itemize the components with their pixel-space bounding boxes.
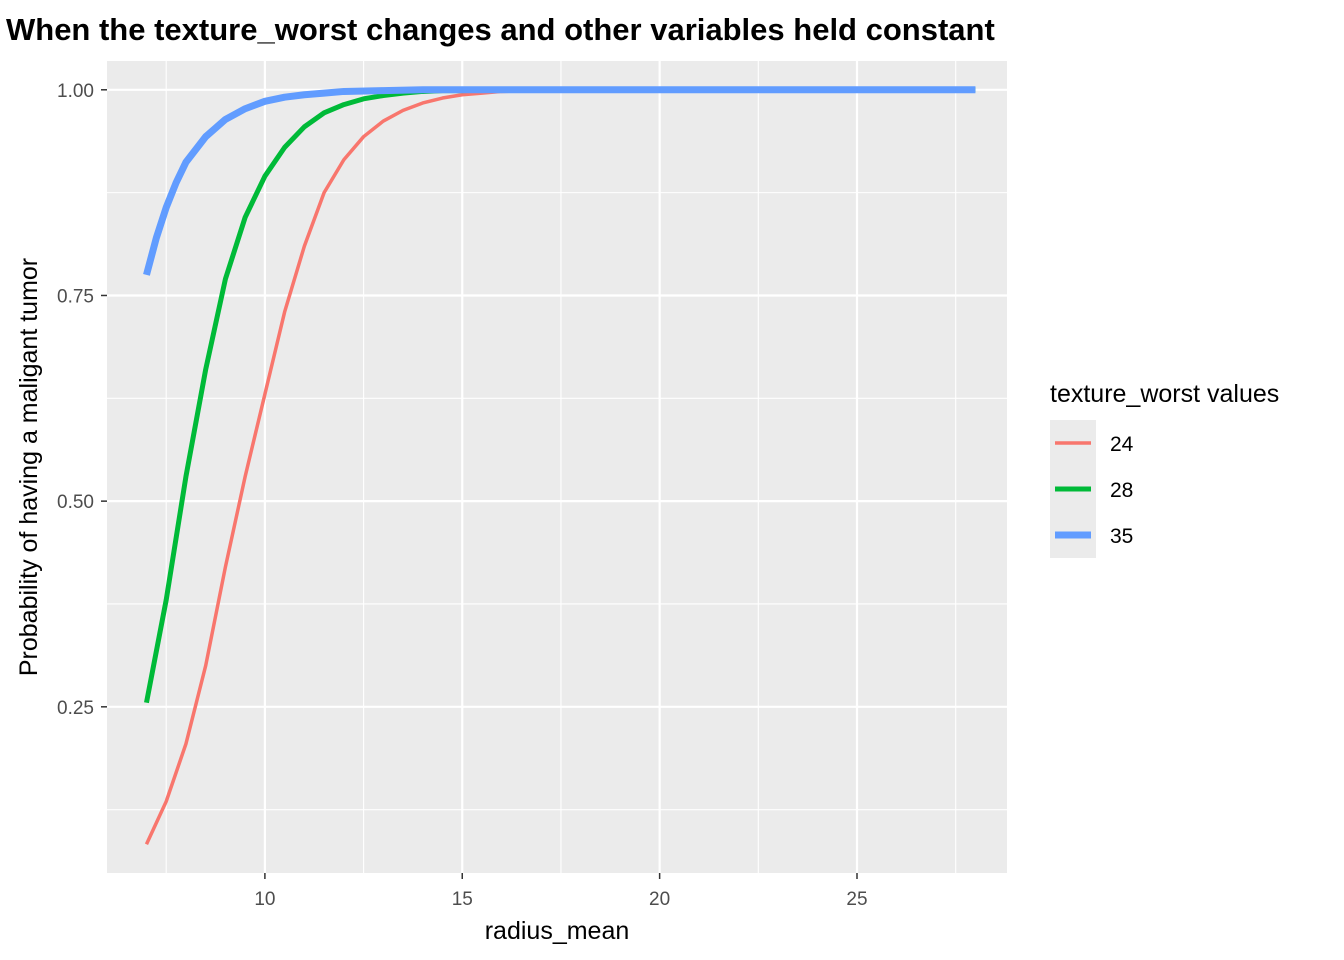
legend-label-35: 35 bbox=[1110, 525, 1133, 548]
x-tick-label: 10 bbox=[254, 889, 275, 910]
legend-title: texture_worst values bbox=[1050, 380, 1279, 408]
chart-title: When the texture_worst changes and other… bbox=[6, 12, 995, 47]
legend: texture_worst values 24 28 35 bbox=[1050, 380, 1279, 558]
series-line-35 bbox=[143, 86, 976, 276]
x-tick-label: 20 bbox=[649, 889, 670, 910]
y-tick-label: 0.25 bbox=[57, 698, 94, 719]
y-tick-label: 0.50 bbox=[57, 492, 94, 513]
x-axis-title: radius_mean bbox=[485, 917, 630, 945]
y-axis-title: Probability of having a maligant tumor bbox=[15, 258, 43, 676]
series-lines bbox=[143, 86, 976, 845]
y-axis-ticks: 0.25 0.50 0.75 1.00 bbox=[57, 81, 107, 719]
legend-label-24: 24 bbox=[1110, 433, 1134, 456]
x-axis-ticks: 10 15 20 25 bbox=[254, 873, 868, 910]
plot-panel bbox=[107, 61, 1007, 873]
y-tick-label: 1.00 bbox=[57, 81, 94, 102]
y-tick-label: 0.75 bbox=[57, 286, 94, 307]
x-tick-label: 15 bbox=[452, 889, 473, 910]
legend-keys: 24 28 35 bbox=[1050, 420, 1134, 558]
legend-label-28: 28 bbox=[1110, 479, 1133, 502]
x-tick-label: 25 bbox=[846, 889, 867, 910]
